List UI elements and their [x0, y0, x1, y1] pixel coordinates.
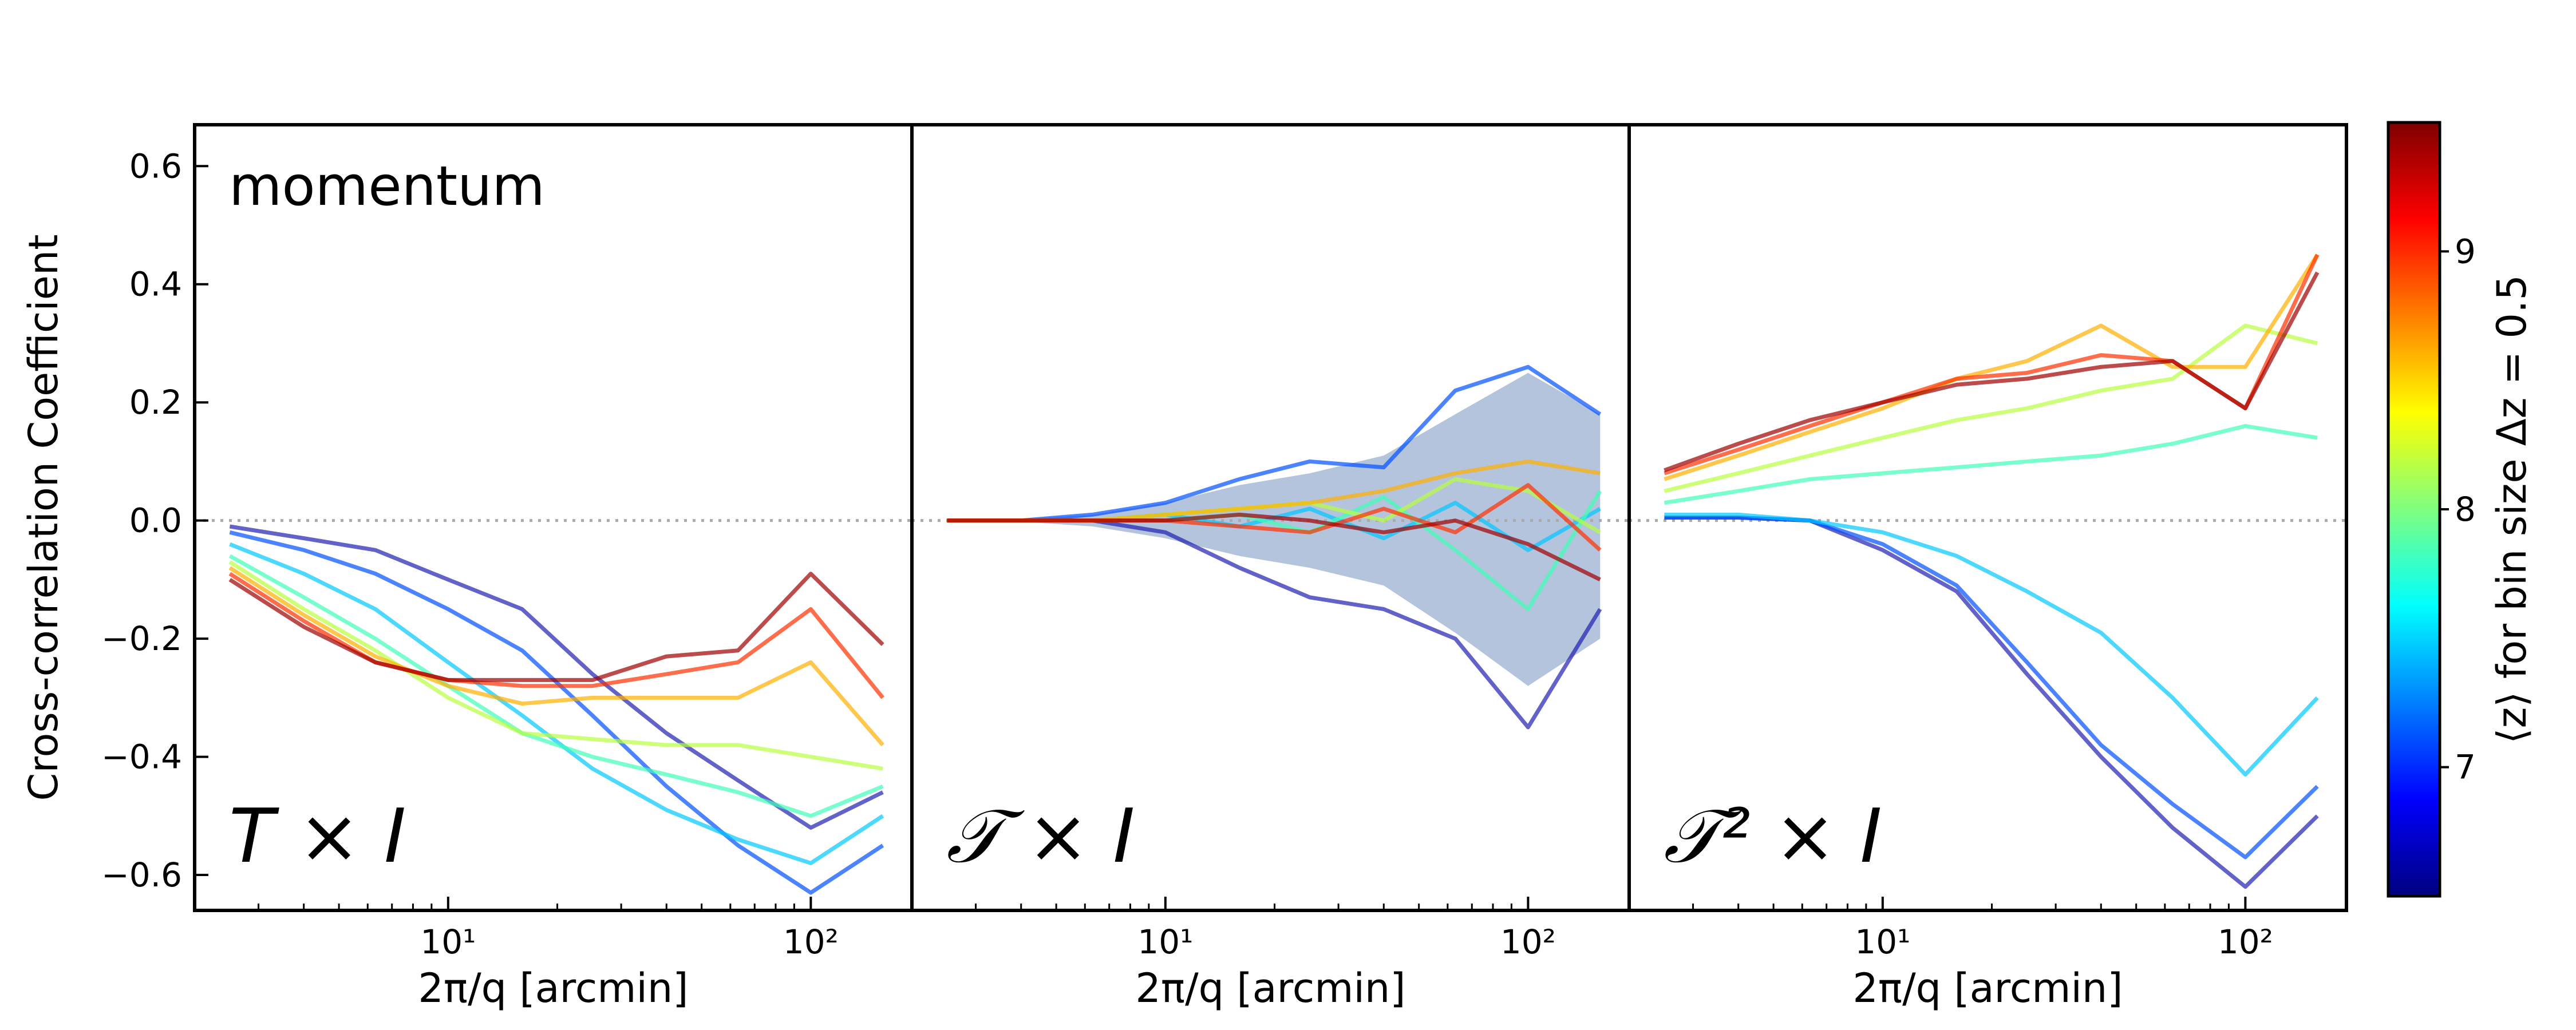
- series-line: [229, 530, 884, 895]
- x-tick-label: 10¹: [1137, 922, 1193, 961]
- x-axis-label: 2π/q [arcmin]: [1135, 965, 1405, 1012]
- x-tick-label: 10¹: [420, 922, 476, 961]
- plot-area: [912, 365, 1629, 730]
- panel-title: momentum: [229, 155, 545, 218]
- series-line: [229, 542, 884, 865]
- colorbar: [2387, 121, 2441, 898]
- y-tick-label: 0.0: [129, 501, 182, 540]
- panel-label: 𝒯² × I: [1664, 793, 1882, 880]
- series-line: [1664, 253, 2320, 481]
- y-tick-label: −0.4: [101, 738, 182, 777]
- x-axis-label: 2π/q [arcmin]: [1852, 965, 2123, 1012]
- series-line: [228, 572, 884, 699]
- series-line: [1664, 512, 2319, 777]
- panel-label: T × I: [229, 793, 406, 880]
- x-tick-label: 10²: [2218, 922, 2273, 961]
- y-tick-label: 0.2: [129, 383, 182, 422]
- series-line: [228, 566, 884, 747]
- y-tick-label: 0.6: [129, 146, 182, 185]
- colorbar-tick-label: 9: [2455, 232, 2476, 271]
- series-line: [228, 560, 883, 771]
- colorbar-tick-label: 8: [2455, 490, 2476, 529]
- series-line: [1664, 253, 2320, 476]
- x-tick-label: 10¹: [1855, 922, 1910, 961]
- y-tick-label: 0.4: [129, 265, 182, 304]
- series-line: [1664, 323, 2318, 493]
- colorbar-label: ⟨z⟩ for bin size Δz = 0.5: [2488, 275, 2535, 744]
- axes-frame: [1627, 123, 2348, 912]
- plot-area: [1629, 253, 2346, 889]
- x-tick-label: 10²: [783, 922, 839, 961]
- panel-label: 𝒯 × I: [946, 793, 1135, 880]
- series-line: [1664, 271, 2320, 473]
- series-line: [947, 512, 1601, 582]
- y-axis-label: Cross-correlation Coefficient: [20, 234, 67, 801]
- plot-area: [195, 519, 912, 895]
- x-tick-label: 10²: [1500, 922, 1556, 961]
- series-line: [228, 572, 884, 682]
- series-line: [228, 554, 884, 818]
- series-line: [947, 365, 1602, 523]
- y-tick-label: −0.6: [101, 855, 182, 894]
- x-axis-label: 2π/q [arcmin]: [418, 965, 688, 1012]
- y-tick-label: −0.2: [101, 619, 182, 658]
- series-line: [1664, 423, 2318, 505]
- colorbar-tick-label: 7: [2455, 748, 2476, 787]
